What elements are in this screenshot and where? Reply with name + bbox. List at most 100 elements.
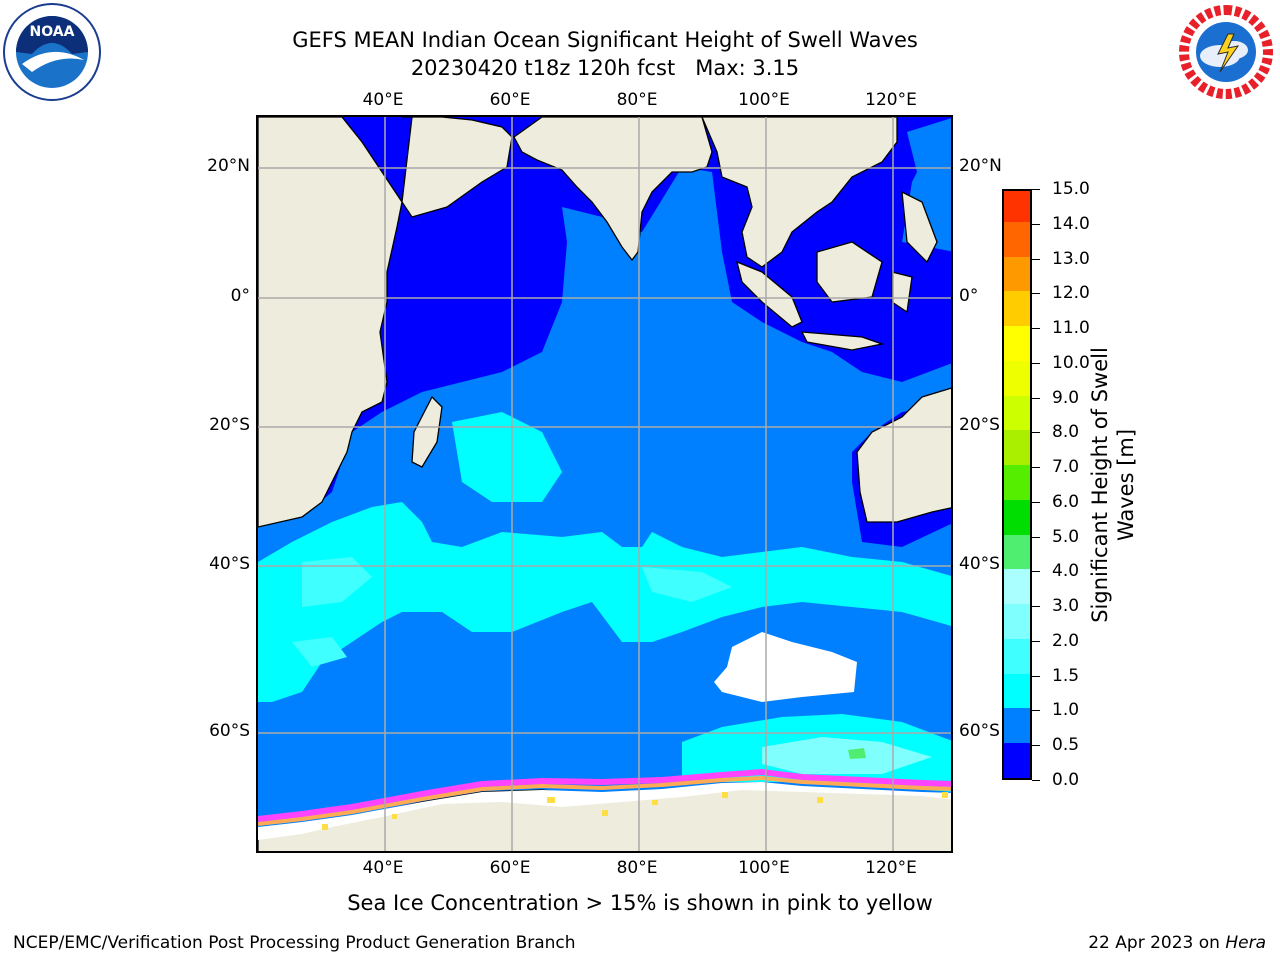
lon-tick-top: 80°E (616, 90, 658, 110)
colorbar-tickmark (1032, 328, 1040, 330)
colorbar-tick-label: 15.0 (1052, 179, 1090, 199)
colorbar-band (1004, 742, 1030, 778)
colorbar-tick-label: 7.0 (1052, 457, 1080, 478)
colorbar-band (1004, 221, 1030, 257)
colorbar-band (1004, 256, 1030, 292)
lon-tick-top: 100°E (738, 90, 790, 110)
title-line-2: 20230420 t18z 120h fcst Max: 3.15 (410, 56, 800, 80)
colorbar-tick-label: 0.5 (1052, 735, 1080, 756)
land-southeast-asia (701, 117, 898, 268)
footer-credit: NCEP/EMC/Verification Post Processing Pr… (13, 933, 576, 953)
title-line-1: GEFS MEAN Indian Ocean Significant Heigh… (292, 28, 918, 52)
colorbar-tick-label: 9.0 (1052, 387, 1080, 408)
ocean-band-1.5-2.0 (762, 737, 932, 774)
footer-date: 22 Apr 2023 on (1088, 933, 1226, 953)
colorbar-tickmark (1032, 258, 1040, 260)
graticule (258, 117, 951, 851)
ocean-band-1.5-2.0 (292, 637, 347, 667)
land-madagascar (411, 395, 443, 468)
noaa-logo-text: NOAA (30, 24, 75, 40)
nws-logo (1176, 2, 1276, 102)
sea-ice-fill (258, 782, 951, 840)
colorbar-band (1004, 673, 1030, 709)
colorbar-band (1004, 534, 1030, 570)
colorbar-band (1004, 568, 1030, 605)
colorbar-band (1004, 191, 1030, 222)
land-australia (856, 387, 951, 523)
colorbar-tick-label: 1.5 (1052, 665, 1080, 686)
colorbar-tick-label: 4.0 (1052, 561, 1080, 582)
lon-tick-top: 40°E (362, 90, 404, 110)
chart-title: GEFS MEAN Indian Ocean Significant Heigh… (0, 26, 1210, 82)
lat-tick-left: 0° (230, 286, 250, 306)
colorbar-tickmark (1032, 606, 1040, 608)
colorbar-tick-label: 0.0 (1052, 770, 1080, 790)
lon-tick-bottom: 100°E (738, 858, 790, 878)
no-data-patch (714, 632, 857, 702)
lon-tick-bottom: 40°E (362, 858, 404, 878)
sea-ice-speckles (322, 792, 948, 830)
ocean-band-0.5-1.0 (907, 118, 951, 172)
colorbar-band (1004, 499, 1030, 535)
footer-timestamp: 22 Apr 2023 on Hera (1088, 933, 1266, 953)
lat-tick-left: 60°S (209, 721, 250, 741)
lon-tick-top: 120°E (865, 90, 917, 110)
colorbar-tick-label: 11.0 (1052, 318, 1090, 339)
land-philippines (901, 190, 938, 264)
colorbar-tickmark (1032, 293, 1040, 295)
colorbar-tick-label: 8.0 (1052, 422, 1080, 443)
colorbar-tickmark (1032, 189, 1040, 190)
lon-tick-bottom: 80°E (616, 858, 658, 878)
colorbar-tickmark (1032, 223, 1040, 225)
colorbar-tick-label: 10.0 (1052, 352, 1090, 373)
lon-tick-bottom: 60°E (489, 858, 531, 878)
sea-ice-edge (258, 768, 951, 822)
colorbar-title-line1: Significant Height of Swell (1088, 347, 1112, 623)
colorbar-tickmark (1032, 432, 1040, 434)
ocean-band-1.0-1.5 (258, 502, 951, 702)
colorbar (1002, 189, 1032, 780)
lat-tick-left: 20°S (209, 415, 250, 435)
lat-tick-left: 20°N (207, 156, 250, 176)
colorbar-tick-label: 3.0 (1052, 596, 1080, 617)
colorbar-band (1004, 429, 1030, 466)
lat-tick-left: 40°S (209, 554, 250, 574)
lat-tick-right: 40°S (959, 554, 1000, 574)
colorbar-band (1004, 360, 1030, 396)
land-india (513, 117, 713, 262)
colorbar-band (1004, 638, 1030, 674)
lat-tick-right: 20°S (959, 415, 1000, 435)
colorbar-band (1004, 603, 1030, 639)
colorbar-band (1004, 290, 1030, 327)
colorbar-tickmark (1032, 745, 1040, 747)
land-sumatra (736, 260, 803, 328)
land-africa-arabia (258, 117, 513, 528)
colorbar-tickmark (1032, 467, 1040, 469)
ocean-band-1.5-2.0 (642, 567, 732, 602)
colorbar-tick-label: 13.0 (1052, 248, 1090, 269)
colorbar-tickmark (1032, 501, 1040, 503)
land-sulawesi (891, 271, 913, 314)
colorbar-tickmark (1032, 710, 1040, 712)
sea-ice-note: Sea Ice Concentration > 15% is shown in … (347, 891, 933, 915)
sea-ice-inner (258, 775, 951, 826)
colorbar-tickmark (1032, 536, 1040, 538)
colorbar-tick-label: 6.0 (1052, 491, 1080, 512)
colorbar-band (1004, 464, 1030, 500)
colorbar-tick-label: 12.0 (1052, 283, 1090, 304)
colorbar-tickmark (1032, 362, 1040, 364)
lat-tick-right: 0° (959, 286, 979, 306)
lat-tick-right: 60°S (959, 721, 1000, 741)
colorbar-tick-label: 14.0 (1052, 213, 1090, 234)
lat-tick-right: 20°N (959, 156, 1002, 176)
colorbar-tickmark (1032, 571, 1040, 573)
ocean-band-1.5-2.0 (302, 557, 372, 607)
colorbar-band (1004, 708, 1030, 744)
colorbar-band (1004, 325, 1030, 361)
colorbar-band (1004, 395, 1030, 431)
land-java (800, 331, 885, 351)
lon-tick-bottom: 120°E (865, 858, 917, 878)
land-borneo (816, 241, 883, 303)
footer-machine: Hera (1225, 933, 1266, 953)
colorbar-tick-label: 2.0 (1052, 630, 1080, 651)
